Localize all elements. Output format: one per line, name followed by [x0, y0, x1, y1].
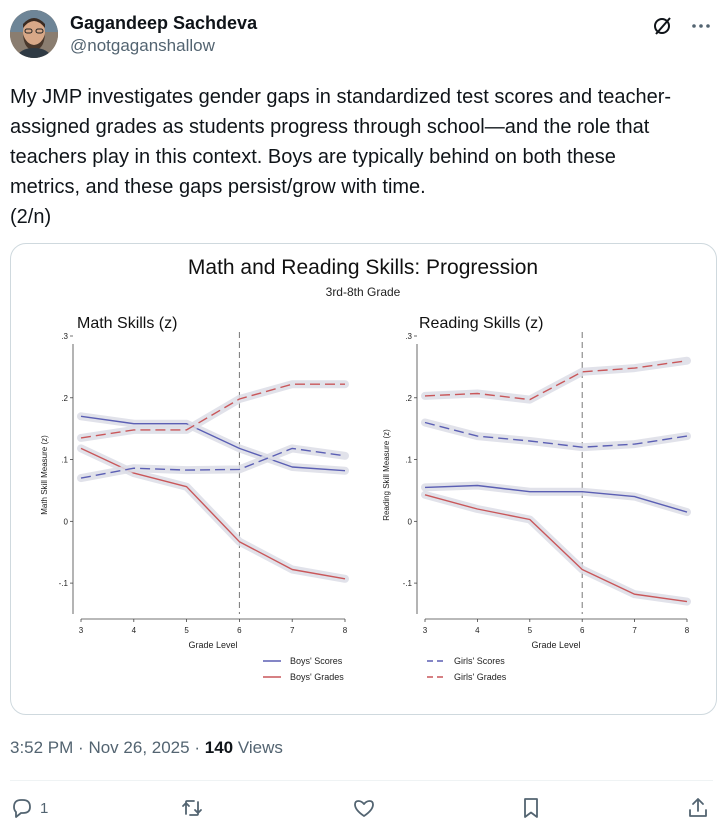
author-handle[interactable]: @notgaganshallow [70, 36, 215, 55]
series-line-reading-0 [424, 484, 688, 513]
chart-title: Math and Reading Skills: Progression [188, 256, 538, 279]
tweet-actions: 1 [10, 796, 713, 826]
divider [10, 780, 713, 781]
y-tick-label-math: .3 [61, 332, 68, 341]
share-icon [689, 798, 707, 817]
reply-icon [13, 799, 31, 818]
avatar[interactable] [10, 10, 58, 58]
chart-svg: Math and Reading Skills: Progression 3rd… [40, 256, 691, 682]
y-axis-label-reading: Reading Skill Measure (z) [382, 429, 391, 521]
retweet-button[interactable] [180, 796, 204, 820]
tweet-text: My JMP investigates gender gaps in stand… [10, 86, 672, 228]
x-tick-label-math: 7 [290, 626, 295, 635]
share-button[interactable] [686, 796, 710, 820]
y-axis-label-math: Math Skill Measure (z) [40, 435, 49, 515]
y-tick-label-reading: .1 [405, 456, 412, 465]
series-line-math-2 [80, 447, 346, 479]
views-label: Views [237, 738, 283, 757]
tweet-meta: 3:52 PM · Nov 26, 2025 · 140 Views [10, 736, 283, 760]
x-tick-label-reading: 4 [475, 626, 480, 635]
views-count: 140 [204, 738, 234, 757]
y-tick-label-math: 0 [64, 517, 69, 526]
tweet-header: Gagandeep Sachdeva @notgaganshallow [10, 10, 713, 62]
like-button[interactable] [352, 796, 376, 820]
reply-count: 1 [40, 799, 49, 817]
x-tick-label-math: 5 [184, 626, 189, 635]
ci-band-math-3 [77, 380, 349, 442]
y-tick-label-reading: -.1 [403, 579, 413, 588]
y-tick-label-reading: 0 [408, 517, 413, 526]
x-tick-label-math: 3 [79, 626, 84, 635]
x-tick-label-reading: 6 [580, 626, 585, 635]
series-line-reading-1 [424, 494, 688, 603]
x-tick-label-reading: 7 [632, 626, 637, 635]
x-tick-label-reading: 8 [685, 626, 690, 635]
chart-panel-reading: Reading Skills (z) .3 .2 .1 0 -.1 Reading Skil… [382, 315, 691, 650]
author-display-name[interactable]: Gagandeep Sachdeva [70, 13, 258, 33]
series-line-reading-2 [424, 421, 688, 448]
ci-band-reading-2 [421, 418, 691, 452]
panel-title-reading: Reading Skills (z) [419, 315, 543, 332]
ci-band-reading-1 [421, 490, 691, 606]
reply-button[interactable]: 1 [10, 796, 48, 820]
more-icon[interactable] [689, 14, 713, 38]
series-line-math-3 [80, 383, 345, 439]
x-tick-label-math: 4 [132, 626, 137, 635]
legend-label-2: Girls' Scores [454, 656, 505, 666]
avatar-image [10, 10, 58, 58]
x-tick-label-math: 8 [343, 626, 348, 635]
x-tick-label-reading: 5 [528, 626, 533, 635]
y-tick-label-math: -.1 [59, 579, 69, 588]
retweet-icon [182, 800, 202, 816]
bookmark-button[interactable] [519, 796, 543, 820]
meta-separator: · [78, 738, 84, 757]
bookmark-icon [524, 798, 538, 818]
like-icon [354, 800, 374, 817]
chart-panel-math: Math Skills (z) .3 .2 .1 0 -.1 Math Skill Meas… [40, 315, 349, 650]
y-tick-label-reading: .3 [405, 332, 412, 341]
x-tick-label-reading: 3 [423, 626, 428, 635]
chart-subtitle: 3rd-8th Grade [326, 285, 401, 299]
meta-separator-2: · [194, 738, 200, 757]
y-tick-label-math: .2 [61, 394, 68, 403]
grok-icon[interactable] [651, 14, 675, 38]
x-axis-label-reading: Grade Level [531, 640, 580, 650]
tweet-time[interactable]: 3:52 PM [10, 738, 74, 757]
series-line-reading-3 [424, 360, 688, 401]
legend-label-3: Girls' Grades [454, 672, 507, 682]
panel-title-math: Math Skills (z) [77, 315, 177, 332]
series-line-math-0 [80, 415, 346, 472]
tweet-media-chart[interactable]: Math and Reading Skills: Progression 3rd… [10, 243, 717, 715]
legend-label-0: Boys' Scores [290, 656, 343, 666]
x-axis-label-math: Grade Level [188, 640, 237, 650]
legend-label-1: Boys' Grades [290, 672, 344, 682]
y-tick-label-reading: .2 [405, 394, 412, 403]
tweet-date[interactable]: Nov 26, 2025 [88, 738, 190, 757]
x-tick-label-math: 6 [237, 626, 242, 635]
y-tick-label-math: .1 [61, 456, 68, 465]
